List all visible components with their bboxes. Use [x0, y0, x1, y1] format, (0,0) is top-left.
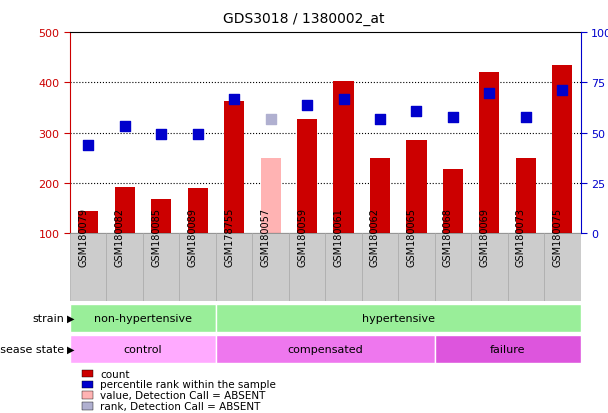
Point — [448, 115, 458, 121]
Text: count: count — [100, 369, 130, 379]
Text: failure: failure — [490, 344, 525, 354]
Text: control: control — [123, 344, 162, 354]
Text: GSM178755: GSM178755 — [224, 207, 234, 266]
Bar — [406, 141, 426, 233]
Text: GSM180057: GSM180057 — [261, 207, 271, 266]
Text: value, Detection Call = ABSENT: value, Detection Call = ABSENT — [100, 390, 266, 400]
Bar — [260, 158, 280, 233]
Bar — [479, 73, 499, 233]
Bar — [216, 304, 581, 332]
Bar — [370, 159, 390, 233]
Bar — [78, 212, 98, 233]
Point — [83, 142, 93, 149]
Text: GSM180075: GSM180075 — [553, 207, 562, 266]
Bar — [398, 233, 435, 301]
Text: GSM180062: GSM180062 — [370, 207, 380, 266]
Text: GSM180059: GSM180059 — [297, 207, 307, 266]
Text: GSM180073: GSM180073 — [516, 207, 526, 266]
Point — [521, 115, 531, 121]
Text: GSM180068: GSM180068 — [443, 207, 453, 266]
Text: hypertensive: hypertensive — [362, 313, 435, 323]
Text: ▶: ▶ — [67, 313, 74, 323]
Bar — [151, 199, 171, 233]
Bar — [216, 335, 435, 363]
Bar — [70, 233, 106, 301]
Bar — [325, 233, 362, 301]
Point — [266, 116, 275, 123]
Bar — [297, 120, 317, 233]
Point — [302, 103, 312, 109]
Bar — [187, 188, 207, 233]
Bar — [70, 335, 216, 363]
Text: ▶: ▶ — [67, 344, 74, 354]
Point — [193, 131, 202, 138]
Text: disease state: disease state — [0, 344, 64, 354]
Bar — [179, 233, 216, 301]
Point — [120, 124, 130, 131]
Text: percentile rank within the sample: percentile rank within the sample — [100, 380, 276, 389]
Text: GSM180085: GSM180085 — [151, 207, 161, 266]
Point — [375, 116, 385, 123]
Point — [558, 87, 567, 94]
Point — [339, 96, 348, 103]
Text: GSM180061: GSM180061 — [334, 207, 344, 266]
Bar — [471, 233, 508, 301]
Bar — [252, 233, 289, 301]
Text: GSM180065: GSM180065 — [407, 207, 416, 266]
Bar — [552, 66, 572, 233]
Bar — [508, 233, 544, 301]
Bar — [216, 233, 252, 301]
Point — [156, 131, 166, 138]
Bar — [106, 233, 143, 301]
Text: non-hypertensive: non-hypertensive — [94, 313, 192, 323]
Bar — [289, 233, 325, 301]
Bar — [143, 233, 179, 301]
Point — [412, 109, 421, 116]
Bar — [544, 233, 581, 301]
Bar — [516, 158, 536, 233]
Text: GSM180079: GSM180079 — [78, 207, 88, 266]
Bar — [443, 169, 463, 233]
Point — [485, 90, 494, 97]
Bar — [435, 335, 581, 363]
Text: GSM180082: GSM180082 — [115, 207, 125, 266]
Text: rank, Detection Call = ABSENT: rank, Detection Call = ABSENT — [100, 401, 261, 411]
Text: strain: strain — [32, 313, 64, 323]
Bar — [333, 82, 353, 233]
Bar — [435, 233, 471, 301]
Bar — [70, 304, 216, 332]
Point — [229, 96, 239, 103]
Bar — [114, 187, 134, 233]
Bar — [362, 233, 398, 301]
Text: compensated: compensated — [288, 344, 363, 354]
Text: GSM180089: GSM180089 — [188, 207, 198, 266]
Bar — [224, 102, 244, 233]
Text: GDS3018 / 1380002_at: GDS3018 / 1380002_at — [223, 12, 385, 26]
Text: GSM180069: GSM180069 — [480, 207, 489, 266]
